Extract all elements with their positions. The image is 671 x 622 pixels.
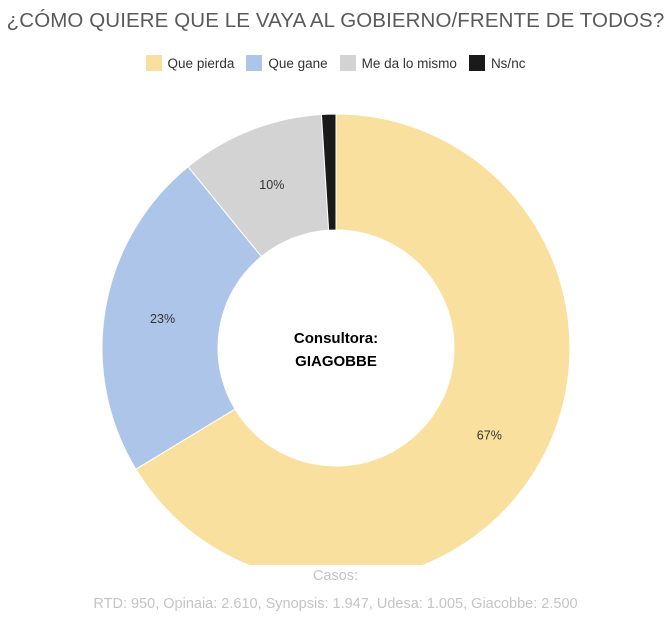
slice-label-que-gane: 23% [150,312,175,326]
footer-cases-detail: RTD: 950, Opinaia: 2.610, Synopsis: 1.94… [93,596,578,612]
legend-swatch-que-gane [246,55,263,71]
legend-item-ns-nc: Ns/nc [468,55,526,71]
donut-slices [101,113,571,565]
legend-label-ns-nc: Ns/nc [490,55,526,71]
donut-chart: 67% 23% 10% Consultora: GIAGOBBE [101,113,571,565]
slice-label-me-da-lo-mismo: 10% [259,178,284,192]
donut-slice-que-pierda [135,113,571,565]
legend-label-que-gane: Que gane [268,55,328,71]
center-label-line-2: GIAGOBBE [295,353,377,370]
legend-item-que-gane: Que gane [246,55,328,71]
legend-label-que-pierda: Que pierda [167,55,235,71]
slice-labels: 67% 23% 10% [150,178,502,442]
donut-slice-ns-nc [320,113,337,231]
legend-swatch-me-da-lo-mismo [339,55,356,71]
slice-label-que-pierda: 67% [477,428,502,442]
legend-item-que-pierda: Que pierda [145,55,235,71]
center-label-line-1: Consultora: [294,330,378,347]
chart-legend: Que pierda Que gane Me da lo mismo Ns/nc [0,55,671,71]
legend-swatch-ns-nc [468,55,485,71]
legend-swatch-que-pierda [145,55,162,71]
donut-slice-que-gane [101,165,263,470]
footer-cases-heading: Casos: [312,568,359,584]
legend-item-me-da-lo-mismo: Me da lo mismo [339,55,457,71]
legend-label-me-da-lo-mismo: Me da lo mismo [361,55,457,71]
chart-title: ¿CÓMO QUIERE QUE LE VAYA AL GOBIERNO/FRE… [6,9,665,32]
